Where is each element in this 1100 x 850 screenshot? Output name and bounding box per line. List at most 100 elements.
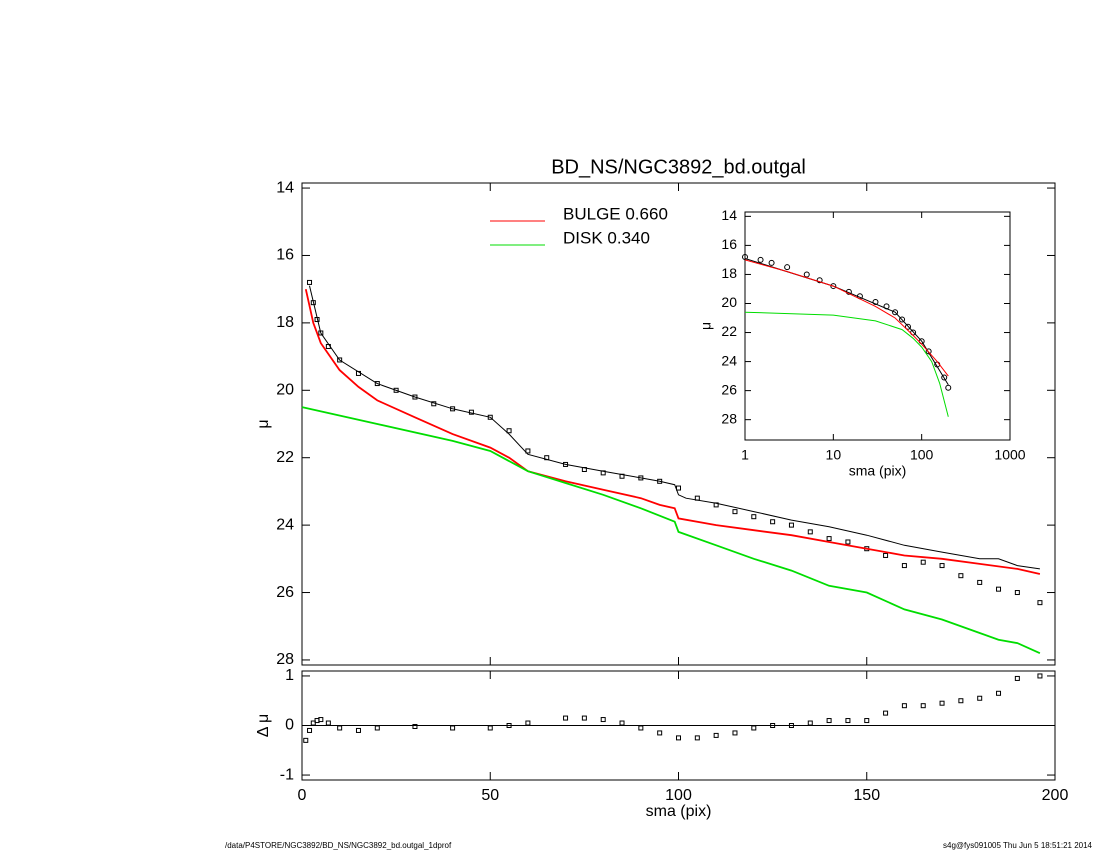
data-point (939, 563, 945, 569)
data-point (450, 725, 456, 731)
data-point (803, 271, 810, 278)
data-point (757, 256, 764, 263)
plot-frame (744, 211, 1011, 441)
data-point (770, 723, 776, 728)
model-line (304, 289, 1041, 575)
data-point (676, 485, 681, 491)
data-point (770, 519, 776, 525)
footer-stamp: s4g@fys091005 Thu Jun 5 18:51:21 2014 (943, 841, 1093, 850)
footer-path: /data/P4STORE/NGC3892/BD_NS/NGC3892_bd.o… (225, 841, 452, 850)
data-point (845, 718, 851, 724)
data-point (355, 727, 361, 733)
data-point (945, 384, 952, 391)
x-tick-label: 100 (910, 447, 934, 463)
legend-label: DISK 0.340 (563, 228, 650, 247)
y-tick-label: 20 (721, 294, 737, 310)
data-point (619, 720, 625, 726)
data-point (487, 725, 493, 731)
data-point (506, 723, 512, 728)
data-point (337, 725, 343, 731)
data-point (742, 254, 748, 261)
data-point (581, 715, 587, 721)
data-point (412, 723, 418, 729)
data-point (939, 700, 945, 706)
data-point (816, 277, 823, 284)
data-point (506, 428, 512, 434)
data-point (883, 710, 889, 716)
y-tick-label: 22 (276, 449, 294, 466)
data-point (977, 579, 983, 585)
data-point (977, 695, 983, 701)
data-point (732, 509, 738, 515)
chart-title: BD_NS/NGC3892_bd.outgal (551, 156, 806, 178)
plot-frame (301, 182, 1056, 666)
data-point (826, 536, 832, 542)
data-point (920, 703, 926, 709)
y-tick-label: 18 (721, 265, 737, 281)
y-tick-label: 24 (276, 516, 294, 533)
data-point (901, 703, 907, 709)
data-point (1014, 590, 1020, 596)
data-point (920, 559, 926, 565)
data-point (958, 573, 964, 579)
y-tick-label: 18 (276, 314, 294, 331)
y-tick-label: 20 (276, 382, 294, 399)
x-axis-label: sma (pix) (646, 803, 712, 820)
legend-label: BULGE 0.660 (563, 204, 668, 223)
data-point (941, 374, 948, 381)
data-point (784, 264, 791, 271)
y-tick-label: 24 (721, 352, 737, 368)
model-line (744, 259, 949, 377)
model-line (301, 406, 1041, 655)
data-point (751, 725, 757, 731)
data-point (694, 735, 700, 741)
y-tick-label: 22 (721, 323, 737, 339)
data-point (892, 309, 899, 316)
data-point (925, 348, 932, 355)
data-point (374, 381, 380, 387)
data-point (768, 259, 775, 266)
data-point (958, 698, 964, 704)
y-tick-label: -1 (280, 766, 294, 783)
y-tick-label: 0 (285, 717, 294, 734)
x-tick-label: 0 (298, 787, 307, 804)
data-point (899, 316, 906, 323)
y-tick-label: 16 (276, 247, 294, 264)
data-point (1037, 600, 1043, 606)
data-point (904, 323, 911, 330)
data-point (525, 448, 531, 454)
data-point (751, 514, 757, 520)
data-point (788, 522, 794, 528)
data-point (807, 529, 813, 535)
y-tick-label: 14 (276, 179, 294, 196)
y-axis-label: μ (698, 322, 714, 330)
data-point (826, 718, 832, 724)
y-tick-label: 28 (721, 410, 737, 426)
data-point (788, 723, 794, 728)
y-tick-label: 26 (721, 381, 737, 397)
data-point (318, 717, 324, 723)
data-point (307, 279, 313, 285)
model-line (309, 285, 1040, 570)
data-point (864, 718, 870, 724)
data-point (657, 730, 663, 736)
x-tick-label: 100 (665, 787, 692, 804)
data-point (883, 552, 889, 558)
y-tick-label: 26 (276, 584, 294, 601)
data-point (732, 730, 738, 736)
model-line (744, 311, 949, 417)
data-point (830, 283, 837, 290)
x-tick-label: 10 (826, 447, 842, 463)
data-point (872, 299, 879, 306)
data-point (676, 735, 681, 741)
model-line (744, 258, 949, 386)
data-point (374, 725, 380, 731)
data-point (307, 727, 313, 733)
data-point (996, 690, 1002, 696)
data-point (525, 720, 531, 726)
y-tick-label: 1 (285, 667, 294, 684)
data-point (1014, 675, 1020, 681)
y-tick-label: 16 (721, 236, 737, 252)
data-point (337, 357, 343, 363)
